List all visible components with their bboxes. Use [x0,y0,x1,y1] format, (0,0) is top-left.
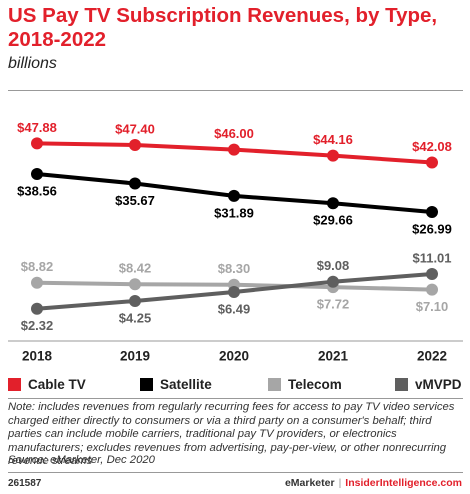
footer-brand: eMarketer | InsiderIntelligence.com [285,477,462,489]
legend-label-vmvpd: vMVPD [415,377,462,392]
data-label-vmvpd-2018: $2.32 [21,318,54,333]
brand-site: InsiderIntelligence.com [345,477,462,489]
data-point-telecom-2018 [31,276,43,289]
top-rule [8,90,463,91]
data-label-telecom-2019: $8.42 [119,261,152,276]
tick-label-2019: 2019 [120,349,150,364]
legend-label-satellite: Satellite [160,377,212,392]
data-point-cable-tv-2022 [426,156,438,169]
data-label-vmvpd-2022: $11.01 [412,250,451,265]
data-point-vmvpd-2022 [426,268,438,280]
brand-separator: | [338,477,342,489]
data-label-cable-tv-2019: $47.40 [115,121,155,136]
data-label-telecom-2020: $8.30 [218,261,251,276]
data-label-telecom-2022: $7.10 [416,299,449,314]
data-point-cable-tv-2021 [327,149,339,162]
data-point-vmvpd-2019 [129,295,141,307]
tick-label-2018: 2018 [22,349,53,364]
legend-item-telecom: Telecom [268,377,342,392]
chart-title: US Pay TV Subscription Revenues, by Type… [8,4,438,51]
brand-name: eMarketer [284,477,335,489]
data-label-telecom-2021: $7.72 [317,297,350,312]
legend-swatch-satellite [140,378,153,391]
data-label-satellite-2019: $35.67 [115,193,155,208]
legend-item-satellite: Satellite [140,377,212,392]
data-label-satellite-2022: $26.99 [412,221,452,236]
data-point-vmvpd-2018 [31,302,43,315]
data-label-satellite-2018: $38.56 [17,183,57,198]
data-point-satellite-2018 [31,168,43,180]
data-label-cable-tv-2020: $46.00 [214,126,254,141]
data-point-vmvpd-2020 [228,286,240,298]
legend-label-telecom: Telecom [288,377,342,392]
legend-swatch-cable-tv [8,378,21,391]
data-label-vmvpd-2019: $4.25 [119,310,152,325]
data-point-telecom-2022 [426,283,438,296]
note-rule [8,398,463,399]
data-label-cable-tv-2018: $47.88 [17,120,57,135]
data-point-satellite-2021 [327,197,339,210]
legend-swatch-telecom [268,378,281,391]
data-point-cable-tv-2020 [228,143,240,156]
data-point-cable-tv-2019 [129,139,141,151]
data-label-satellite-2020: $31.89 [214,205,254,220]
data-label-cable-tv-2022: $42.08 [412,139,452,154]
chart-source: Source: eMarketer, Dec 2020 [8,454,155,466]
data-point-cable-tv-2018 [31,137,43,150]
tick-label-2021: 2021 [318,349,349,364]
legend-item-cable-tv: Cable TV [8,377,86,392]
legend-swatch-vmvpd [395,378,408,391]
data-point-satellite-2019 [129,177,141,190]
data-point-vmvpd-2021 [327,275,339,288]
chart-subtitle: billions [8,55,57,72]
tick-label-2020: 2020 [219,349,249,364]
chart-note: Note: includes revenues from regularly r… [8,401,455,468]
data-label-vmvpd-2021: $9.08 [317,258,350,273]
data-point-satellite-2020 [228,189,240,202]
footer-rule [8,472,463,473]
data-label-satellite-2021: $29.66 [313,213,353,228]
legend: Cable TV Satellite Telecom vMVPD [0,372,470,398]
data-label-vmvpd-2020: $6.49 [218,301,251,316]
data-point-satellite-2022 [426,206,438,218]
tick-label-2022: 2022 [417,349,447,364]
line-chart: $47.88 $47.40 $46.00 $44.16 $42.08 $38.56 $35.… [8,120,463,364]
data-point-telecom-2019 [129,278,141,291]
data-label-telecom-2018: $8.82 [21,259,54,274]
legend-label-cable-tv: Cable TV [28,377,86,392]
legend-item-vmvpd: vMVPD [395,377,462,392]
chart-id: 261587 [8,478,42,489]
data-label-cable-tv-2021: $44.16 [313,132,353,147]
